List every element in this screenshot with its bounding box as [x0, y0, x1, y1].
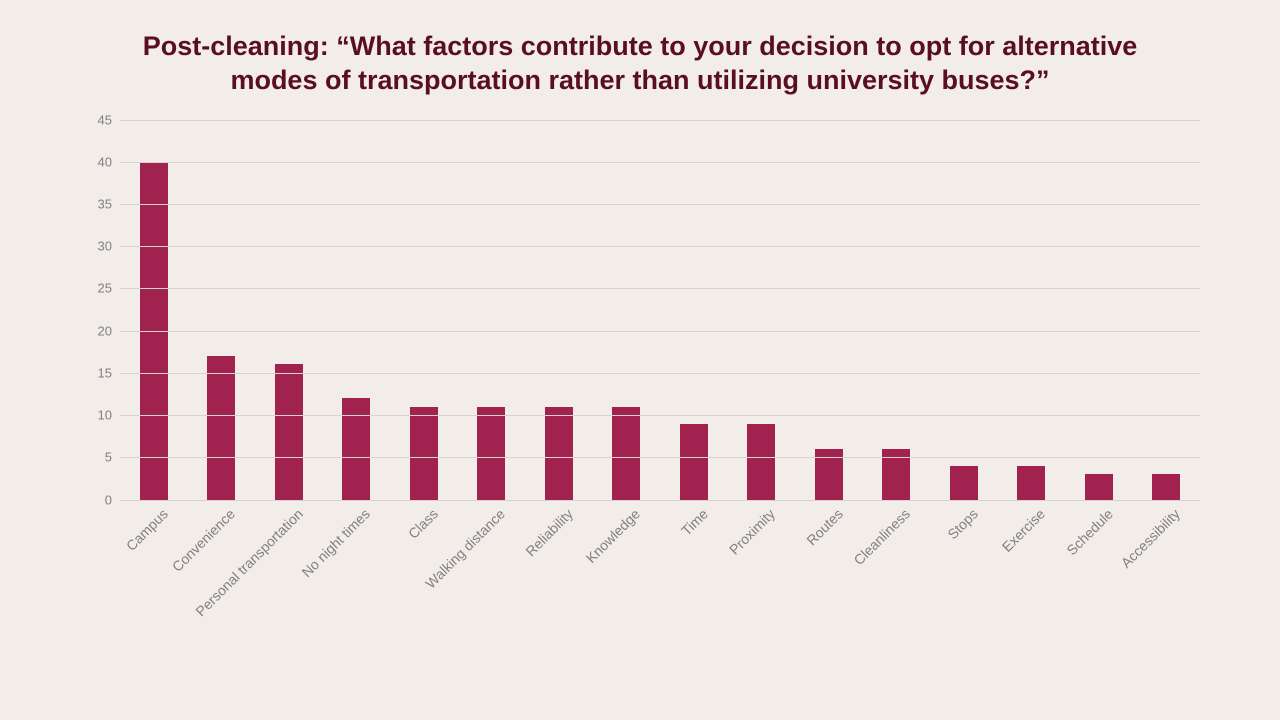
- bar-slot: Convenience: [188, 120, 256, 500]
- gridline: [120, 500, 1200, 501]
- xtick-label: Accessibility: [1115, 502, 1183, 570]
- ytick-label: 0: [105, 492, 120, 507]
- bar: [1152, 474, 1180, 499]
- bar: [612, 407, 640, 500]
- bar: [1085, 474, 1113, 499]
- bar: [545, 407, 573, 500]
- xtick-label: Time: [675, 502, 711, 538]
- bar-slot: Cleanliness: [863, 120, 931, 500]
- ytick-label: 35: [98, 196, 120, 211]
- xtick-label: Knowledge: [580, 502, 643, 565]
- xtick-label: Proximity: [723, 502, 778, 557]
- bar: [275, 364, 303, 499]
- bar-slot: Class: [390, 120, 458, 500]
- bar-slot: Personal transportation: [255, 120, 323, 500]
- bar: [680, 424, 708, 500]
- bar-slot: Stops: [930, 120, 998, 500]
- xtick-label: Convenience: [166, 502, 238, 574]
- ytick-label: 20: [98, 323, 120, 338]
- ytick-label: 15: [98, 365, 120, 380]
- xtick-label: Class: [402, 502, 441, 541]
- gridline: [120, 373, 1200, 374]
- gridline: [120, 204, 1200, 205]
- bar: [950, 466, 978, 500]
- ytick-label: 25: [98, 281, 120, 296]
- bar-slot: Exercise: [998, 120, 1066, 500]
- xtick-label: Reliability: [519, 502, 576, 559]
- bar: [207, 356, 235, 500]
- bar-slot: Proximity: [728, 120, 796, 500]
- gridline: [120, 457, 1200, 458]
- xtick-label: Stops: [941, 502, 980, 541]
- bars-container: CampusConveniencePersonal transportation…: [120, 120, 1200, 500]
- bar-chart: CampusConveniencePersonal transportation…: [80, 110, 1200, 630]
- bar-slot: Schedule: [1065, 120, 1133, 500]
- bar-slot: Knowledge: [593, 120, 661, 500]
- gridline: [120, 288, 1200, 289]
- bar-slot: No night times: [323, 120, 391, 500]
- ytick-label: 30: [98, 239, 120, 254]
- xtick-label: Exercise: [996, 502, 1048, 554]
- gridline: [120, 120, 1200, 121]
- ytick-label: 10: [98, 408, 120, 423]
- bar-slot: Accessibility: [1133, 120, 1201, 500]
- xtick-label: Schedule: [1060, 502, 1115, 557]
- bar-slot: Reliability: [525, 120, 593, 500]
- bar: [477, 407, 505, 500]
- bar: [747, 424, 775, 500]
- ytick-label: 40: [98, 154, 120, 169]
- ytick-label: 5: [105, 450, 120, 465]
- gridline: [120, 162, 1200, 163]
- slide: Post-cleaning: “What factors contribute …: [0, 0, 1280, 720]
- plot-area: CampusConveniencePersonal transportation…: [120, 120, 1200, 500]
- bar: [342, 398, 370, 499]
- xtick-label: No night times: [296, 502, 373, 579]
- chart-title: Post-cleaning: “What factors contribute …: [140, 30, 1140, 98]
- bar-slot: Time: [660, 120, 728, 500]
- gridline: [120, 246, 1200, 247]
- bar-slot: Walking distance: [458, 120, 526, 500]
- ytick-label: 45: [98, 112, 120, 127]
- xtick-label: Cleanliness: [848, 502, 913, 567]
- xtick-label: Campus: [120, 502, 171, 553]
- gridline: [120, 331, 1200, 332]
- bar: [1017, 466, 1045, 500]
- bar-slot: Campus: [120, 120, 188, 500]
- bar: [410, 407, 438, 500]
- gridline: [120, 415, 1200, 416]
- xtick-label: Routes: [800, 502, 846, 548]
- bar-slot: Routes: [795, 120, 863, 500]
